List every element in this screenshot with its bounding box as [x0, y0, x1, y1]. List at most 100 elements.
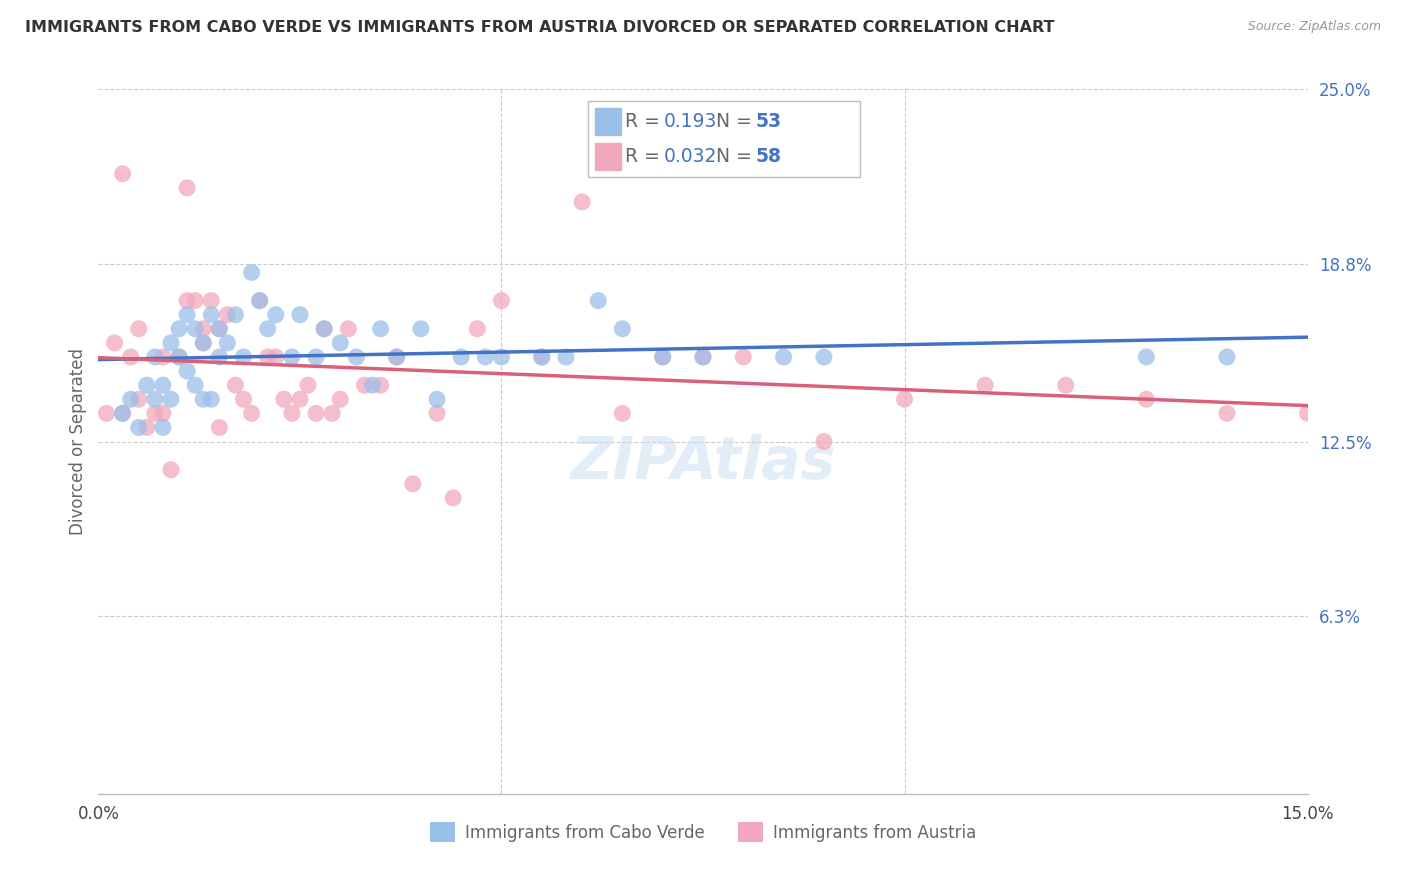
Point	[1296, 406, 1319, 420]
Point	[128, 322, 150, 336]
Point	[208, 322, 231, 336]
Point	[167, 350, 190, 364]
Point	[314, 322, 336, 336]
Point	[193, 335, 215, 350]
Point	[651, 350, 673, 364]
Point	[555, 350, 578, 364]
Point	[651, 350, 673, 364]
Point	[128, 420, 150, 434]
Text: 0.193: 0.193	[664, 112, 717, 131]
Point	[135, 378, 157, 392]
Point	[208, 420, 231, 434]
Text: 58: 58	[755, 147, 782, 166]
Point	[176, 308, 198, 322]
Bar	[595, 109, 621, 135]
Point	[474, 350, 496, 364]
Point	[208, 322, 231, 336]
Point	[193, 392, 215, 407]
Point	[249, 293, 271, 308]
Point	[441, 491, 464, 505]
Text: R =: R =	[624, 112, 665, 131]
Point	[152, 420, 174, 434]
Point	[491, 293, 513, 308]
Point	[692, 350, 714, 364]
Point	[111, 406, 134, 420]
Point	[974, 378, 997, 392]
Point	[385, 350, 408, 364]
Point	[240, 265, 263, 279]
Point	[1054, 378, 1077, 392]
Point	[120, 350, 142, 364]
Point	[1216, 350, 1239, 364]
Point	[264, 350, 287, 364]
Point	[208, 350, 231, 364]
Point	[329, 335, 352, 350]
Point	[426, 392, 449, 407]
Point	[232, 392, 254, 407]
Point	[240, 406, 263, 420]
Point	[176, 181, 198, 195]
Text: 53: 53	[755, 112, 782, 131]
Point	[200, 392, 222, 407]
Point	[370, 378, 392, 392]
Point	[224, 378, 246, 392]
Point	[217, 308, 239, 322]
Point	[111, 406, 134, 420]
Point	[184, 293, 207, 308]
Point	[143, 392, 166, 407]
Text: ZIPAtlas: ZIPAtlas	[571, 434, 835, 491]
Point	[193, 322, 215, 336]
Point	[321, 406, 343, 420]
Point	[586, 293, 609, 308]
Point	[813, 434, 835, 449]
Point	[152, 378, 174, 392]
Point	[160, 335, 183, 350]
Point	[152, 406, 174, 420]
Point	[256, 322, 278, 336]
Point	[281, 350, 304, 364]
Point	[167, 350, 190, 364]
Text: R =: R =	[624, 147, 665, 166]
Y-axis label: Divorced or Separated: Divorced or Separated	[69, 348, 87, 535]
Point	[305, 406, 328, 420]
Point	[224, 308, 246, 322]
Text: N =: N =	[716, 147, 758, 166]
Point	[409, 322, 432, 336]
Point	[353, 378, 375, 392]
Point	[426, 406, 449, 420]
Point	[491, 350, 513, 364]
Point	[264, 308, 287, 322]
Point	[128, 392, 150, 407]
Point	[571, 194, 593, 209]
Point	[120, 392, 142, 407]
Point	[193, 335, 215, 350]
Point	[256, 350, 278, 364]
Point	[733, 350, 755, 364]
Point	[465, 322, 488, 336]
Point	[200, 308, 222, 322]
Point	[337, 322, 360, 336]
Point	[200, 293, 222, 308]
Point	[111, 167, 134, 181]
Legend: Immigrants from Cabo Verde, Immigrants from Austria: Immigrants from Cabo Verde, Immigrants f…	[423, 815, 983, 849]
Text: IMMIGRANTS FROM CABO VERDE VS IMMIGRANTS FROM AUSTRIA DIVORCED OR SEPARATED CORR: IMMIGRANTS FROM CABO VERDE VS IMMIGRANTS…	[25, 20, 1054, 35]
Point	[370, 322, 392, 336]
Point	[1216, 406, 1239, 420]
Point	[1135, 350, 1157, 364]
Point	[249, 293, 271, 308]
Point	[450, 350, 472, 364]
Point	[612, 406, 634, 420]
Point	[772, 350, 794, 364]
Point	[329, 392, 352, 407]
FancyBboxPatch shape	[588, 101, 860, 178]
Point	[361, 378, 384, 392]
Text: Source: ZipAtlas.com: Source: ZipAtlas.com	[1247, 20, 1381, 33]
Point	[402, 476, 425, 491]
Point	[288, 392, 311, 407]
Point	[143, 406, 166, 420]
Point	[167, 322, 190, 336]
Point	[160, 463, 183, 477]
Point	[176, 364, 198, 378]
Point	[530, 350, 553, 364]
Point	[281, 406, 304, 420]
